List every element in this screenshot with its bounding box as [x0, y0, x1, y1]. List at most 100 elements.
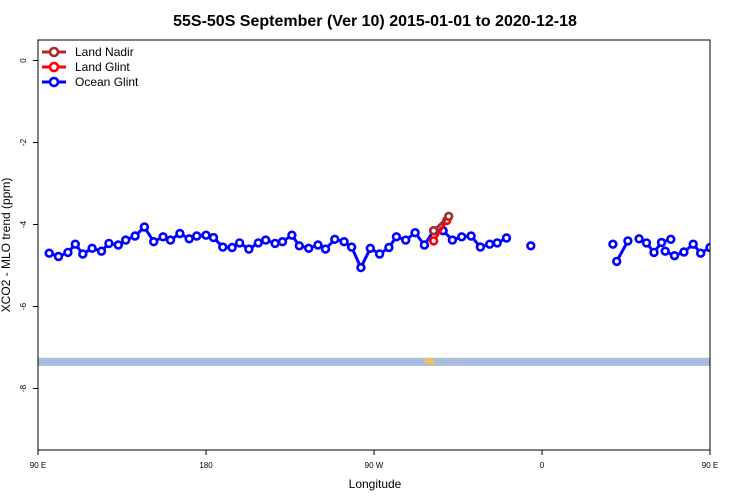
- ocean-glint-wrap-point: [695, 248, 706, 258]
- ocean-glint-point: [78, 249, 88, 259]
- ocean-glint-point: [339, 237, 349, 247]
- y-tick-label: -6: [19, 302, 28, 310]
- legend-swatch-marker: [48, 46, 60, 58]
- land-nadir-point: [444, 211, 454, 222]
- ocean-glint-point: [623, 236, 633, 246]
- ocean-glint-point: [277, 237, 288, 247]
- x-axis-title: Longitude: [349, 477, 402, 491]
- ocean-glint-point: [270, 238, 280, 249]
- ocean-glint-point: [149, 237, 159, 247]
- ocean-glint-point: [365, 243, 375, 254]
- ocean-glint-point: [666, 234, 676, 245]
- land-patch: [422, 357, 436, 366]
- ocean-glint-wrap-point: [679, 247, 689, 257]
- ocean-glint-point: [104, 238, 114, 249]
- x-axis: 90 E 180 90 W 0 90 E: [30, 450, 718, 470]
- ocean-glint-point: [63, 247, 73, 258]
- ocean-glint-point: [175, 228, 185, 239]
- ocean-glint-point: [356, 262, 366, 273]
- ocean-glint-point: [608, 239, 618, 249]
- x-tick-label: 90 E: [702, 461, 718, 470]
- ocean-glint-wrap-point: [688, 239, 698, 249]
- ocean-glint-point: [113, 240, 124, 250]
- ocean-glint-point: [410, 228, 420, 238]
- ocean-glint-point: [294, 241, 304, 251]
- y-axis: 0 -2 -4 -6 -8: [19, 58, 38, 392]
- ocean-glint-point: [447, 235, 458, 245]
- ocean-glint-point: [53, 251, 64, 262]
- ocean-glint-point: [419, 240, 430, 250]
- ocean-glint-point: [44, 248, 54, 258]
- ocean-glint-point: [492, 238, 502, 248]
- land-patch: [448, 358, 452, 360]
- ocean-glint-point: [158, 232, 168, 242]
- ocean-glint-point: [234, 238, 245, 248]
- ocean-glint-wrap-point: [669, 251, 680, 261]
- legend-label: Land Glint: [75, 60, 130, 74]
- ocean-glint-point: [201, 230, 211, 240]
- ocean-glint-point: [346, 242, 357, 252]
- ocean-glint-point: [244, 244, 254, 254]
- ocean-glint-point: [227, 242, 237, 253]
- ocean-glint-point: [320, 244, 331, 254]
- legend-item-land-nadir: Land Nadir: [42, 45, 134, 59]
- chart-title: 55S-50S September (Ver 10) 2015-01-01 to…: [173, 13, 577, 30]
- ocean-glint-point: [330, 234, 340, 245]
- legend-swatch-marker: [48, 61, 60, 73]
- ocean-glint-point: [184, 234, 194, 244]
- ocean-glint-point: [457, 232, 467, 242]
- x-tick-label: 180: [199, 461, 213, 470]
- ocean-glint-point: [287, 230, 297, 240]
- land-glint-point: [429, 236, 439, 246]
- ocean-glint-point: [87, 243, 97, 254]
- ocean-glint-point: [120, 235, 131, 245]
- ocean-glint-wrap-point: [740, 237, 747, 244]
- land-nadir-point: [429, 226, 439, 236]
- ocean-glint-wrap-point: [723, 241, 730, 248]
- ocean-glint-point: [466, 231, 476, 241]
- ocean-glint-point: [253, 238, 263, 248]
- ocean-glint-point: [634, 234, 644, 244]
- y-tick-label: 0: [19, 58, 28, 63]
- ocean-glint-point: [391, 232, 402, 242]
- y-axis-title: XCO2 - MLO trend (ppm): [0, 178, 13, 313]
- ocean-glint-wrap-point: [716, 247, 723, 254]
- ocean-glint-point: [384, 242, 394, 253]
- y-tick-label: -2: [19, 138, 28, 146]
- x-tick-label: 90 W: [365, 461, 384, 470]
- ocean-glint-point: [401, 235, 411, 245]
- legend-label: Ocean Glint: [75, 75, 139, 89]
- x-tick-label: 90 E: [30, 461, 46, 470]
- ocean-glint-wrap-point: [660, 246, 670, 256]
- ocean-glint-point: [130, 231, 140, 241]
- legend-item-land-glint: Land Glint: [42, 60, 130, 74]
- ocean-glint-point: [313, 240, 323, 250]
- legend-item-ocean-glint: Ocean Glint: [42, 75, 139, 89]
- land-band: [38, 357, 710, 366]
- ocean-glint-point: [656, 237, 667, 248]
- ocean-glint-point: [526, 241, 536, 251]
- ocean-glint-point: [611, 256, 622, 267]
- ocean-glint-point: [475, 242, 486, 252]
- y-tick-label: -8: [19, 384, 28, 392]
- ocean-glint-point: [139, 222, 150, 232]
- ocean-glint-wrap-point: [731, 242, 738, 249]
- land-mask: [38, 357, 710, 366]
- ocean-glint-point: [649, 247, 659, 258]
- ocean-glint-point: [192, 231, 202, 241]
- legend-label: Land Nadir: [75, 45, 134, 59]
- ocean-glint-point: [208, 232, 219, 243]
- ocean-glint-point: [70, 239, 81, 249]
- ocean-glint-point: [304, 243, 314, 254]
- y-tick-label: -4: [19, 220, 28, 228]
- plot-series: [44, 211, 747, 273]
- legend-swatch-marker: [48, 76, 60, 88]
- ocean-glint-point: [501, 233, 512, 243]
- ocean-glint-point: [165, 235, 176, 245]
- ocean-glint-point: [261, 235, 271, 245]
- x-tick-label: 0: [540, 461, 545, 470]
- ocean-glint-point: [485, 239, 495, 249]
- ocean-glint-point: [218, 242, 228, 252]
